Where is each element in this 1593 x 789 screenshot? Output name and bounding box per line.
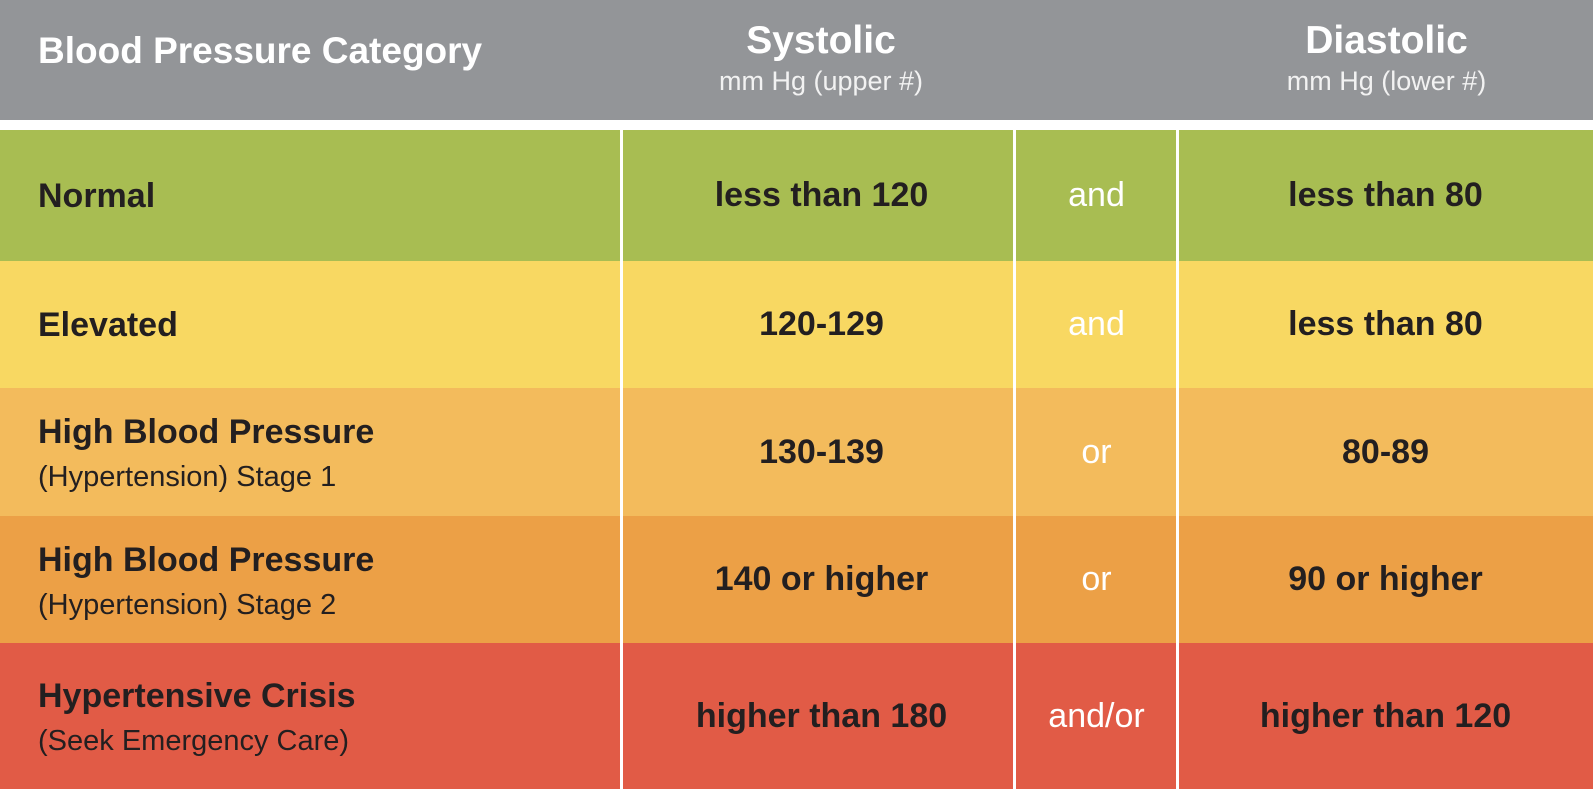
category-name: Normal xyxy=(38,176,156,215)
category-note: (Hypertension) Stage 1 xyxy=(38,461,337,493)
row-crisis: Hypertensive Crisis (Seek Emergency Care… xyxy=(0,643,1593,789)
diastolic-title: Diastolic xyxy=(1305,19,1468,62)
systolic-cell: higher than 180 xyxy=(695,696,948,735)
systolic-cell: 130-139 xyxy=(759,432,884,471)
systolic-cell: 140 or higher xyxy=(714,560,929,598)
category-note: (Hypertension) Stage 2 xyxy=(38,588,337,621)
category-cell: Hypertensive Crisis (Seek Emergency Care… xyxy=(0,643,628,789)
category-column-title: Blood Pressure Category xyxy=(38,30,483,71)
category-cell: Elevated xyxy=(0,261,628,388)
column-divider xyxy=(1176,130,1179,789)
connector-cell: and xyxy=(1068,305,1125,343)
systolic-cell: less than 120 xyxy=(714,176,929,214)
category-name: High Blood Pressure xyxy=(38,540,375,579)
row-elevated: Elevated 120-129 and less than 80 xyxy=(0,261,1593,388)
category-name: High Blood Pressure xyxy=(38,413,375,451)
connector-cell: or xyxy=(1081,560,1112,598)
category-name: Hypertensive Crisis xyxy=(38,677,356,715)
systolic-unit: mm Hg (upper #) xyxy=(718,66,924,96)
column-divider xyxy=(1013,130,1016,789)
category-note: (Seek Emergency Care) xyxy=(38,725,350,757)
category-cell: High Blood Pressure (Hypertension) Stage… xyxy=(0,516,628,643)
diastolic-unit: mm Hg (lower #) xyxy=(1286,66,1487,96)
connector-cell: or xyxy=(1081,432,1112,471)
diastolic-cell: less than 80 xyxy=(1288,305,1483,343)
category-cell: Normal xyxy=(0,130,628,261)
category-cell: High Blood Pressure (Hypertension) Stage… xyxy=(0,388,628,516)
table-header: Blood Pressure Category Systolic mm Hg (… xyxy=(0,0,1593,120)
category-name: Elevated xyxy=(38,305,178,344)
systolic-cell: 120-129 xyxy=(759,305,884,343)
diastolic-cell: 90 or higher xyxy=(1288,560,1483,598)
systolic-title: Systolic xyxy=(746,19,896,62)
diastolic-cell: less than 80 xyxy=(1288,176,1483,214)
systolic-column-header: Systolic mm Hg (upper #) xyxy=(628,18,1014,98)
row-normal: Normal less than 120 and less than 80 xyxy=(0,130,1593,261)
diastolic-cell: 80-89 xyxy=(1342,432,1429,471)
diastolic-column-header: Diastolic mm Hg (lower #) xyxy=(1180,18,1593,98)
diastolic-cell: higher than 120 xyxy=(1259,696,1512,735)
column-divider xyxy=(620,130,623,789)
connector-cell: and xyxy=(1068,176,1125,214)
row-stage-2: High Blood Pressure (Hypertension) Stage… xyxy=(0,516,1593,643)
row-stage-1: High Blood Pressure (Hypertension) Stage… xyxy=(0,388,1593,516)
connector-cell: and/or xyxy=(1048,696,1145,735)
